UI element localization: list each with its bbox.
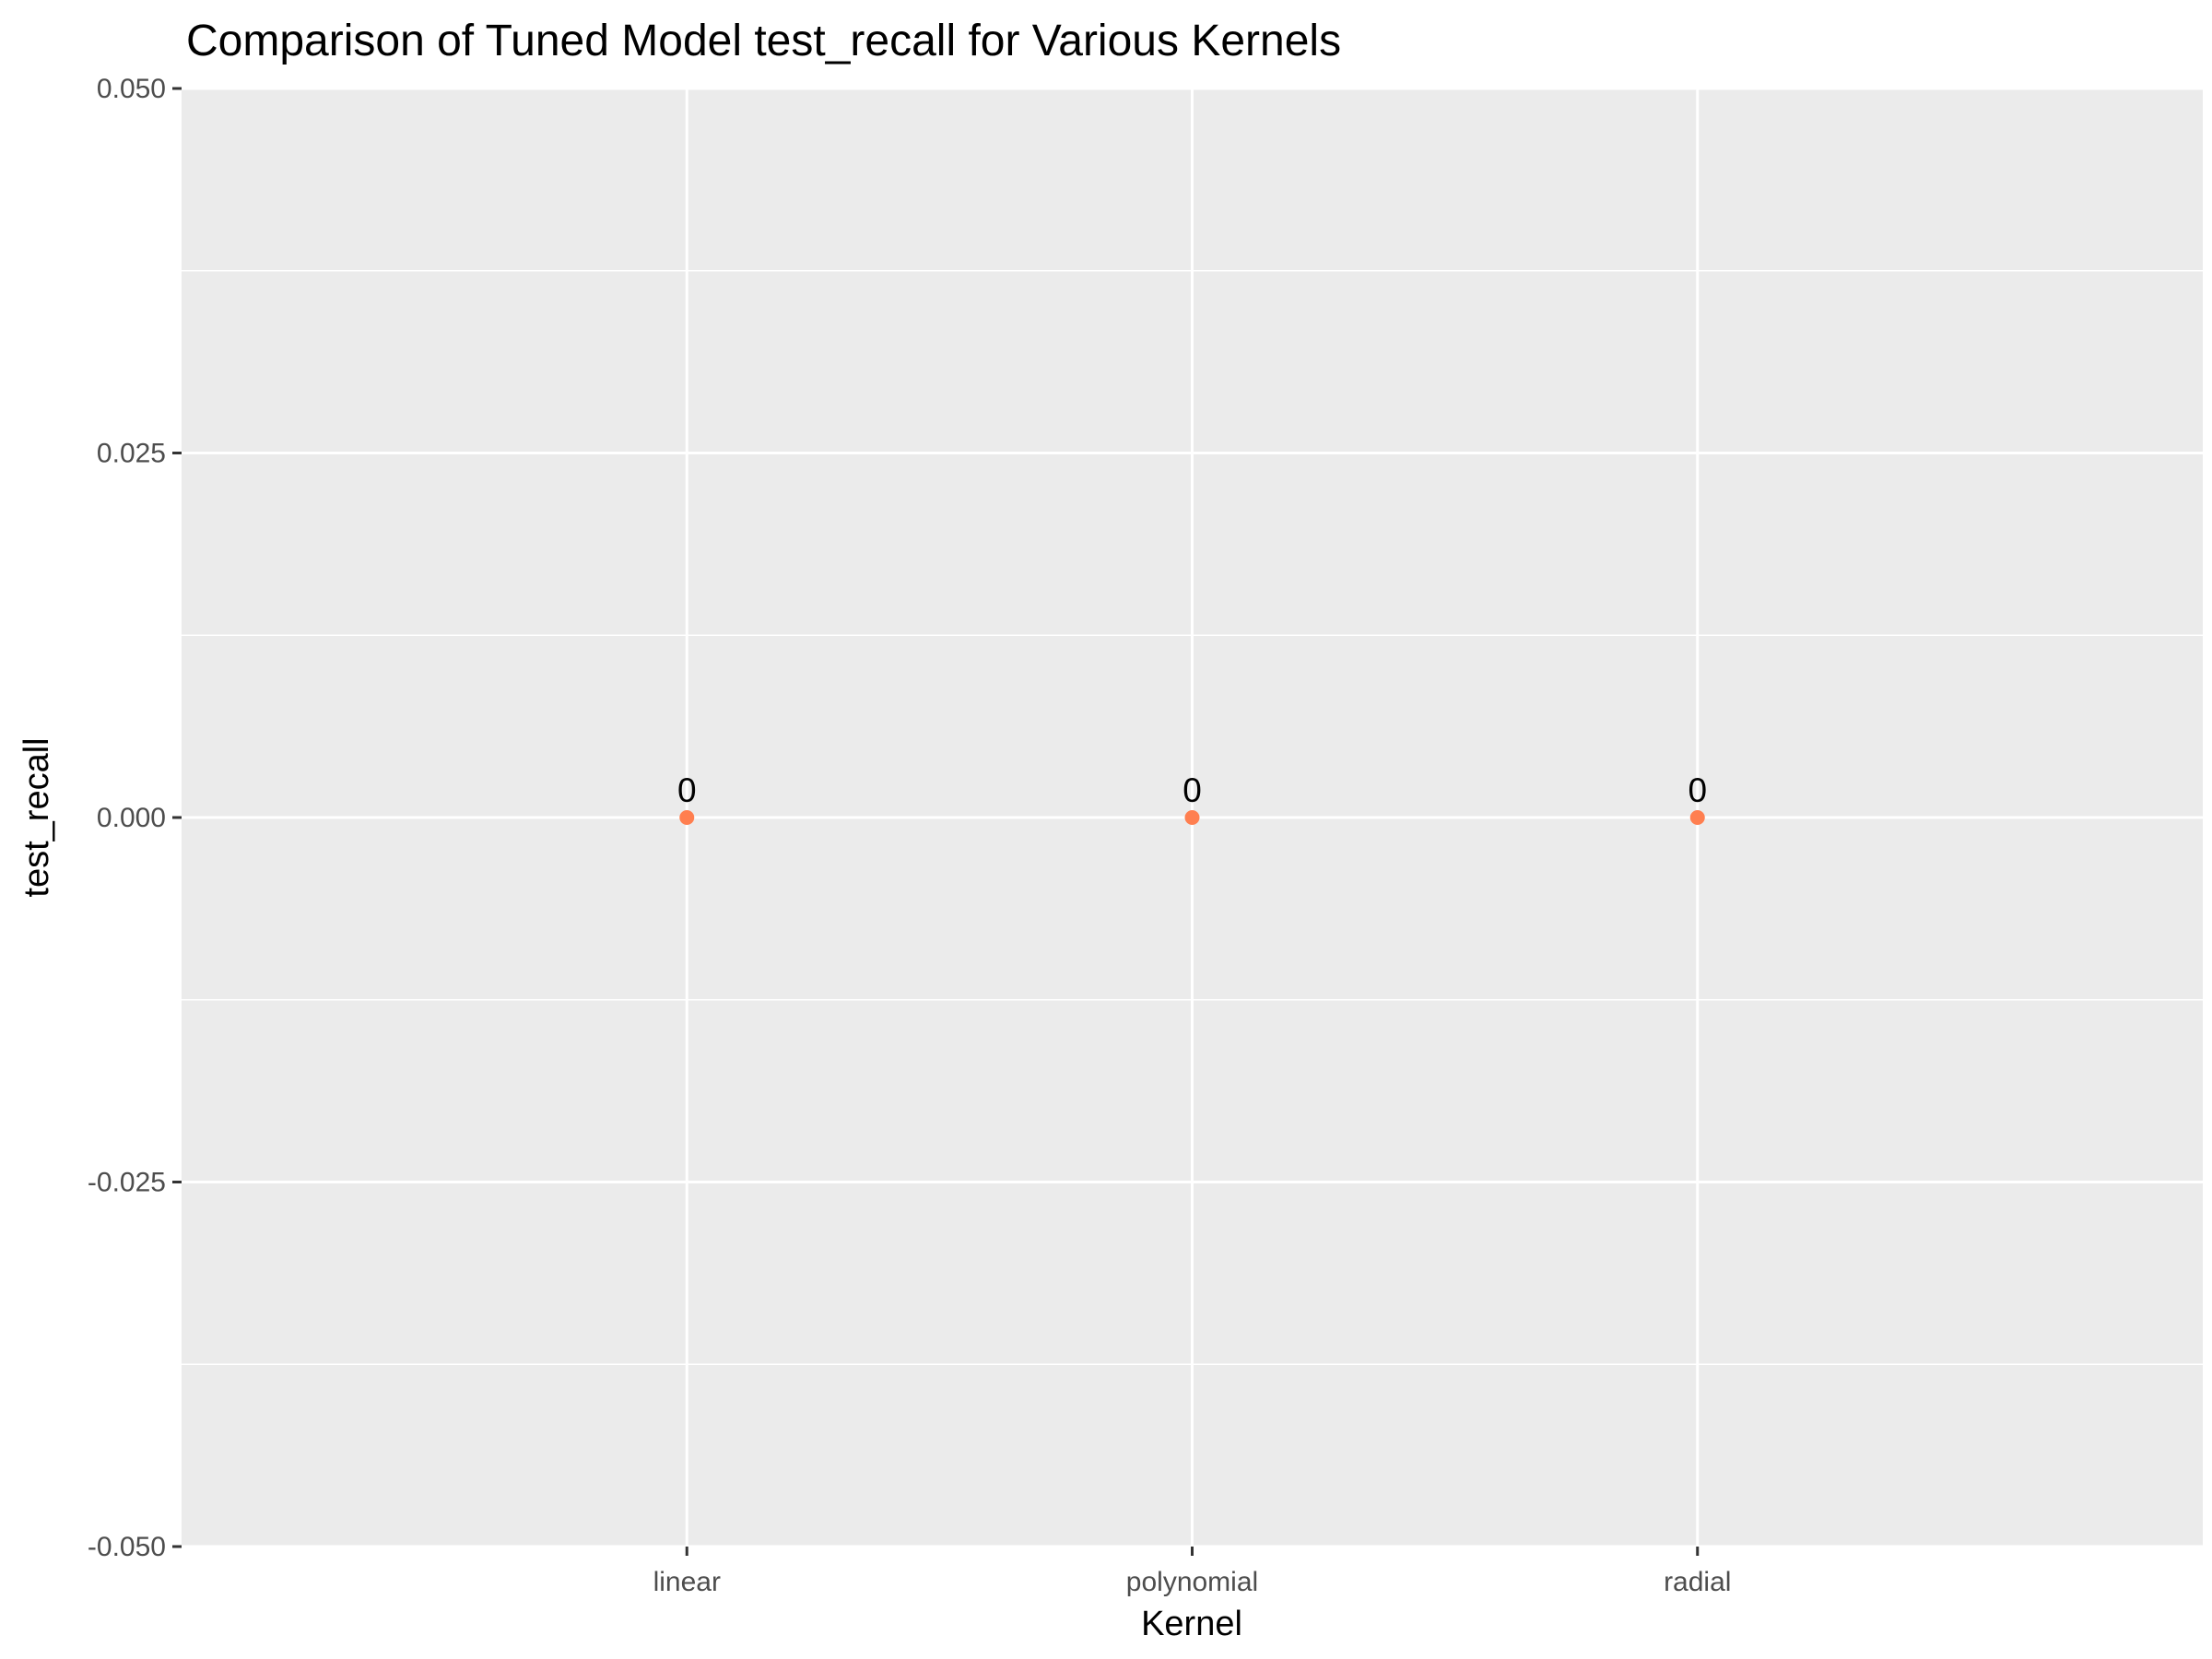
data-label: 0 [677,771,697,809]
data-points: 0 0 0 [677,771,1707,825]
x-tick-label: radial [1664,1567,1731,1597]
y-tick-label: -0.025 [88,1168,166,1198]
y-axis-title: test_recall [18,737,56,897]
x-tick-label: linear [653,1567,721,1597]
y-tick-label: 0.050 [97,74,166,104]
data-point [1689,810,1705,825]
y-tick-label: 0.000 [97,803,166,833]
data-point [679,810,695,825]
x-axis-title: Kernel [1141,1605,1242,1643]
y-tick-label: 0.025 [97,439,166,469]
data-label: 0 [1688,771,1707,809]
data-label: 0 [1182,771,1202,809]
axes: -0.050 -0.025 0.000 0.025 0.050 linear polynom… [88,74,1732,1597]
x-tick-label: polynomial [1126,1567,1258,1597]
y-tick-label: -0.050 [88,1532,166,1562]
chart-title: Comparison of Tuned Model test_recall fo… [186,17,1341,65]
data-point [1184,810,1200,825]
